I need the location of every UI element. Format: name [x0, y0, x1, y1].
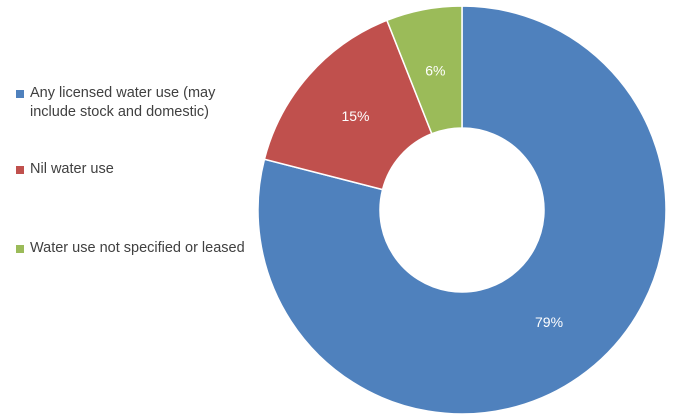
slice-label-licensed-water-use: 79%	[535, 314, 563, 330]
legend-label-nil-water-use: Nil water use	[30, 161, 114, 177]
slice-water-use-not-specified	[385, 5, 463, 135]
slice-label-water-use-not-specified: 6%	[425, 63, 445, 79]
legend-swatch-licensed-water-use	[16, 90, 24, 98]
slice-licensed-water-use	[257, 5, 667, 414]
legend-item-water-use-not-specified: Water use not specified or leased	[16, 239, 252, 258]
legend-item-licensed-water-use: Any licensed water use (may include stoc…	[16, 84, 252, 122]
legend-swatch-nil-water-use	[16, 166, 24, 174]
legend-swatch-water-use-not-specified	[16, 245, 24, 253]
slice-nil-water-use	[263, 19, 433, 191]
legend-label-licensed-water-use: Any licensed water use (may include stoc…	[30, 85, 216, 120]
slice-label-nil-water-use: 15%	[341, 108, 369, 124]
legend-label-water-use-not-specified: Water use not specified or leased	[30, 240, 245, 256]
legend-item-nil-water-use: Nil water use	[16, 160, 252, 179]
